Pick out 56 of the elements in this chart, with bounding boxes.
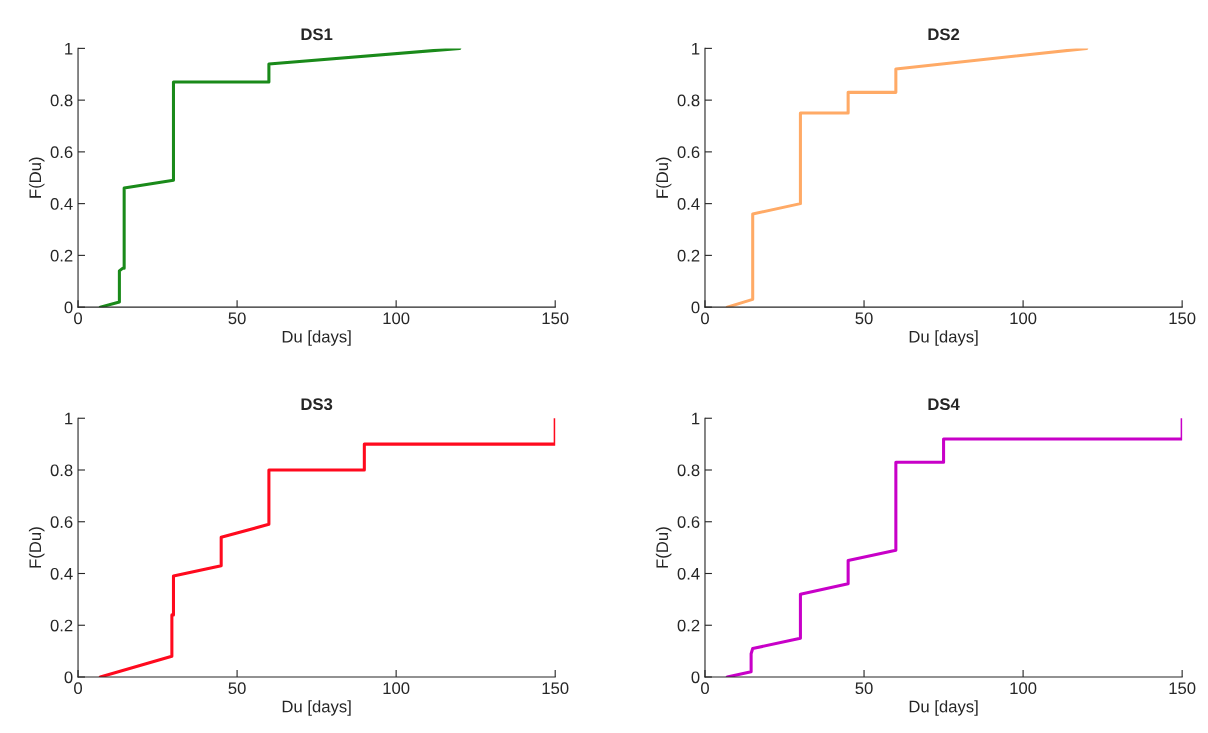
x-tick-label: 50 xyxy=(228,312,246,325)
chart-title: DS2 xyxy=(928,28,960,41)
x-axis-title: Du [days] xyxy=(909,330,978,346)
x-tick-label: 100 xyxy=(1010,682,1037,695)
y-tick-label: 0 xyxy=(691,671,700,684)
y-tick-label: 0 xyxy=(691,301,700,314)
line-series xyxy=(98,418,556,677)
y-tick-label: 0.2 xyxy=(50,619,73,632)
x-tick-label: 150 xyxy=(1169,312,1196,325)
chart-title: DS3 xyxy=(301,398,333,411)
y-tick-label: 0.4 xyxy=(677,198,700,210)
x-tick-label: 150 xyxy=(1169,682,1196,695)
y-axis-title: F(Du) xyxy=(28,157,45,198)
x-tick-label: 0 xyxy=(74,312,83,325)
x-tick-label: 100 xyxy=(383,312,410,325)
y-tick-label: 0.4 xyxy=(677,567,700,580)
y-axis-title: F(Du) xyxy=(655,157,672,198)
y-tick-label: 1 xyxy=(692,42,700,55)
line-series xyxy=(98,48,462,308)
line-series xyxy=(725,418,1183,677)
y-tick-label: 0.8 xyxy=(50,464,73,477)
y-tick-label: 0.2 xyxy=(677,619,700,632)
y-tick-label: 0 xyxy=(64,671,73,684)
x-tick-label: 0 xyxy=(701,682,709,695)
x-tick-label: 0 xyxy=(701,312,709,325)
y-tick-label: 1 xyxy=(692,412,700,425)
x-axis-title: Du [days] xyxy=(282,330,351,346)
y-tick-label: 0.2 xyxy=(677,249,700,262)
line-series xyxy=(725,48,1089,308)
x-tick-label: 150 xyxy=(542,312,569,325)
x-tick-label: 50 xyxy=(228,682,246,695)
x-tick-label: 100 xyxy=(1010,312,1037,325)
y-tick-label: 1 xyxy=(65,42,73,55)
y-tick-label: 0.4 xyxy=(50,198,73,210)
x-tick-label: 50 xyxy=(855,312,873,325)
x-axis-title: Du [days] xyxy=(909,700,978,716)
x-axis-title: Du [days] xyxy=(282,700,351,716)
y-axis-title: F(Du) xyxy=(28,527,45,568)
y-tick-label: 0.8 xyxy=(677,94,700,107)
chart-title: DS4 xyxy=(928,398,960,411)
x-tick-label: 50 xyxy=(855,682,873,695)
y-tick-label: 0.6 xyxy=(677,146,700,159)
y-tick-label: 0.4 xyxy=(50,567,73,580)
chart-title: DS1 xyxy=(301,28,333,41)
y-tick-label: 0.6 xyxy=(50,146,73,159)
y-tick-label: 0 xyxy=(64,301,73,314)
y-tick-label: 0.6 xyxy=(677,516,700,528)
y-tick-label: 1 xyxy=(65,412,73,425)
x-tick-label: 0 xyxy=(74,682,83,695)
y-axis-title: F(Du) xyxy=(655,527,672,568)
x-tick-label: 100 xyxy=(383,682,410,695)
x-tick-label: 150 xyxy=(542,682,569,695)
y-tick-label: 0.8 xyxy=(50,94,73,107)
y-tick-label: 0.6 xyxy=(50,516,73,528)
y-tick-label: 0.8 xyxy=(677,464,700,477)
y-tick-label: 0.2 xyxy=(50,249,73,262)
